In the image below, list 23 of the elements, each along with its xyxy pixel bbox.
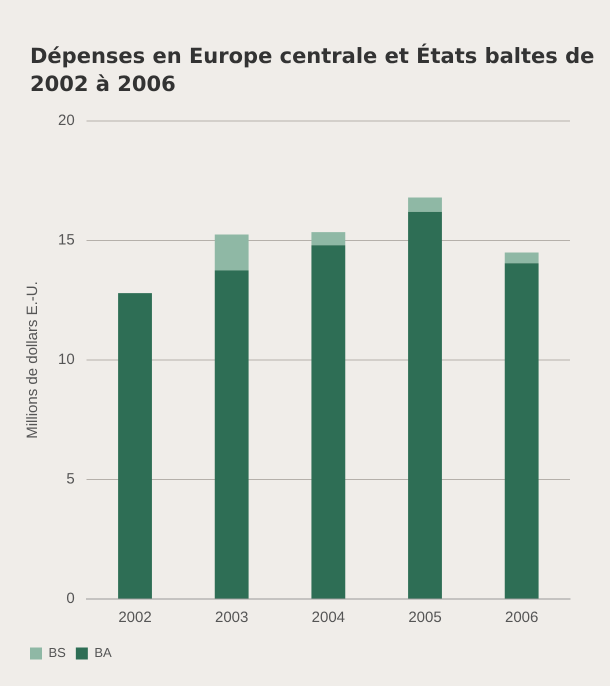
bar: [504, 263, 539, 598]
bar: [214, 270, 249, 598]
y-tick-label: 0: [66, 590, 75, 608]
y-tick-label: 10: [58, 351, 75, 368]
x-tick-label: 2005: [408, 609, 442, 626]
x-tick-label: 2002: [118, 609, 152, 626]
x-tick-label: 2006: [504, 609, 538, 626]
legend-label: BA: [94, 645, 112, 660]
y-tick-label: 20: [58, 112, 75, 130]
bar: [311, 245, 346, 598]
bar: [504, 252, 539, 264]
bar: [311, 232, 346, 246]
chart-title: Dépenses en Europe centrale et États baltes de 2002 à 2006: [30, 42, 596, 98]
bar: [214, 234, 249, 270]
bar: [408, 212, 442, 598]
y-tick-label: 15: [58, 232, 75, 249]
x-tick-label: 2003: [214, 609, 248, 626]
bar: [118, 293, 152, 598]
x-tick-label: 2004: [312, 609, 346, 626]
legend-label: BS: [48, 645, 66, 660]
y-axis-title: Millions de dollars E.-U.: [24, 281, 42, 439]
y-tick-label: 5: [66, 470, 75, 488]
bar: [408, 197, 442, 212]
